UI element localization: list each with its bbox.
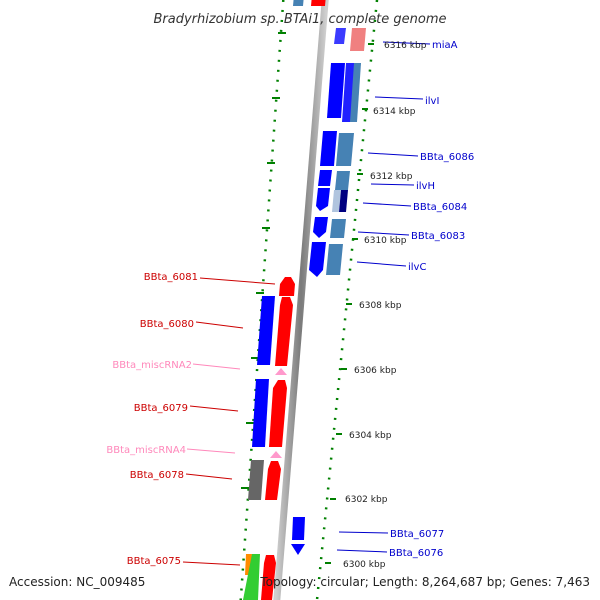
gene-feature-6079-blue[interactable] [252, 379, 269, 447]
tick-marks [325, 43, 374, 564]
tick-label: 6314 kbp [373, 107, 416, 117]
tick-label: 6310 kbp [364, 236, 407, 246]
gene-features-left [243, 277, 295, 600]
label-leaders-rna [186, 363, 241, 454]
gene-feature-ilvI-1[interactable] [327, 63, 345, 118]
gene-feature-6086-2[interactable] [336, 133, 354, 166]
gene-features [291, 0, 366, 555]
gene-feature-ilvH-2[interactable] [335, 171, 350, 190]
gene-feature-6084-1[interactable] [316, 188, 330, 211]
gene-label[interactable]: BBta_6078 [130, 470, 184, 481]
leader-line [374, 96, 424, 100]
tick-label: 6316 kbp [384, 41, 427, 51]
tick-label: 6302 kbp [345, 495, 388, 505]
gene-label[interactable]: ilvH [416, 181, 435, 192]
gene-label[interactable]: BBta_6081 [144, 272, 198, 283]
scale-dots-right [315, 0, 379, 600]
gene-feature-ilvC-1[interactable] [309, 242, 326, 277]
leader-line [199, 277, 276, 285]
gene-feature-6084-3[interactable] [339, 190, 348, 212]
gene-feature-miscRNA4[interactable] [270, 451, 282, 458]
leader-line [362, 202, 412, 207]
leader-line [186, 448, 236, 454]
leader-line [357, 231, 410, 236]
gene-feature-6078-red[interactable] [265, 461, 281, 500]
leader-line [370, 183, 415, 186]
gene-label[interactable]: BBta_6075 [127, 556, 181, 567]
map-title: Bradyrhizobium sp. BTAi1, complete genom… [153, 12, 446, 27]
gene-label[interactable]: BBta_6083 [411, 231, 465, 242]
gene-feature-miscRNA2[interactable] [275, 368, 287, 375]
gene-label[interactable]: ilvC [408, 262, 426, 273]
leader-line [189, 405, 239, 412]
genome-summary-text: Topology: circular; Length: 8,264,687 bp… [259, 575, 590, 589]
gene-feature-6078-gray[interactable] [248, 460, 264, 500]
gene-label[interactable]: BBta_6080 [140, 319, 194, 330]
tick-label: 6308 kbp [359, 301, 402, 311]
gene-feature-6075-red[interactable] [261, 555, 276, 600]
leader-line [185, 473, 233, 480]
leader-line [192, 363, 241, 370]
gene-label[interactable]: BBta_miscRNA2 [112, 360, 192, 371]
tick-label: 6312 kbp [370, 172, 413, 182]
leader-line [195, 321, 244, 329]
gene-feature-6076[interactable] [291, 544, 305, 555]
gene-feature-top-2[interactable] [311, 0, 326, 6]
leader-line [382, 41, 431, 45]
gene-feature-ilvH-1[interactable] [318, 170, 332, 186]
label-leaders-left [182, 277, 276, 566]
gene-feature-ilvI-3[interactable] [350, 63, 361, 122]
gene-feature-6081[interactable] [279, 277, 295, 296]
gene-feature-ilvC-2[interactable] [326, 244, 343, 275]
leader-line [356, 261, 407, 267]
gene-label[interactable]: BBta_6079 [134, 403, 188, 414]
gene-label[interactable]: BBta_6086 [420, 152, 474, 163]
gene-label[interactable]: BBta_miscRNA4 [106, 445, 186, 456]
gene-label[interactable]: BBta_6084 [413, 202, 467, 213]
gene-feature-6080-red[interactable] [275, 297, 293, 366]
tick-label: 6306 kbp [354, 366, 397, 376]
gene-feature-6083-2[interactable] [330, 219, 346, 238]
leader-line [367, 152, 419, 157]
label-leaders-right [336, 41, 431, 553]
gene-label[interactable]: BBta_6076 [389, 548, 443, 559]
leader-line [336, 549, 388, 553]
leader-line [338, 531, 389, 534]
gene-feature-6077[interactable] [292, 517, 305, 540]
gene-feature-miaA[interactable] [350, 28, 366, 51]
genome-backbone [273, 0, 329, 600]
leader-line [182, 561, 241, 566]
gene-feature-6079-red[interactable] [269, 380, 287, 447]
tick-label: 6300 kbp [343, 560, 386, 570]
gene-feature-6080-blue[interactable] [257, 296, 275, 365]
gene-label[interactable]: ilvI [425, 96, 439, 107]
gene-feature-6086-1[interactable] [320, 131, 337, 166]
tick-label: 6304 kbp [349, 431, 392, 441]
gene-feature-6084-2[interactable] [332, 190, 341, 212]
gene-label[interactable]: BBta_6077 [390, 529, 444, 540]
gene-feature-6075-green[interactable] [243, 554, 260, 600]
gene-feature-miaA-blue[interactable] [334, 28, 346, 44]
gene-label[interactable]: miaA [432, 40, 458, 51]
gene-feature-top-1[interactable] [293, 0, 304, 6]
accession-text: Accession: NC_009485 [9, 575, 145, 589]
gene-feature-6083-1[interactable] [313, 217, 328, 238]
